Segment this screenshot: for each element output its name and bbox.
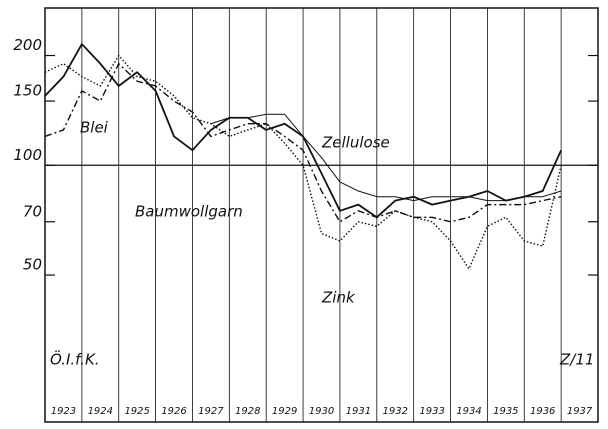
x-tick-label: 1925: [124, 406, 149, 417]
annotation: Ö.I.f.K.: [50, 350, 100, 369]
series-line: [210, 113, 562, 202]
x-tick-label: 1927: [198, 406, 224, 417]
x-tick-label: 1928: [235, 406, 260, 417]
y-tick-label: 200: [13, 36, 42, 54]
y-tick-label: 50: [23, 256, 42, 274]
x-tick-label: 1924: [88, 406, 113, 417]
series-label: Zellulose: [321, 134, 390, 152]
x-tick-label: 1933: [419, 406, 444, 417]
y-tick-label: 150: [13, 82, 42, 100]
x-tick-label: 1931: [346, 406, 371, 417]
x-tick-label: 1926: [161, 406, 186, 417]
x-tick-label: 1935: [493, 406, 518, 417]
series-label: Baumwollgarn: [135, 203, 243, 221]
y-tick-label: 100: [13, 146, 42, 164]
x-tick-label: 1934: [456, 406, 481, 417]
x-tick-label: 1929: [272, 406, 297, 417]
plot-frame: [44, 7, 599, 423]
series-label: Blei: [80, 119, 109, 137]
x-tick-label: 1923: [51, 406, 76, 417]
x-tick-label: 1932: [383, 406, 408, 417]
series-label: Zink: [321, 289, 356, 307]
y-tick-label: 70: [23, 202, 42, 220]
annotation: Z/11: [559, 351, 594, 369]
x-tick-label: 1936: [530, 406, 555, 417]
x-tick-label: 1930: [309, 406, 334, 417]
series-line: [44, 62, 562, 223]
x-tick-label: 1937: [567, 406, 593, 417]
